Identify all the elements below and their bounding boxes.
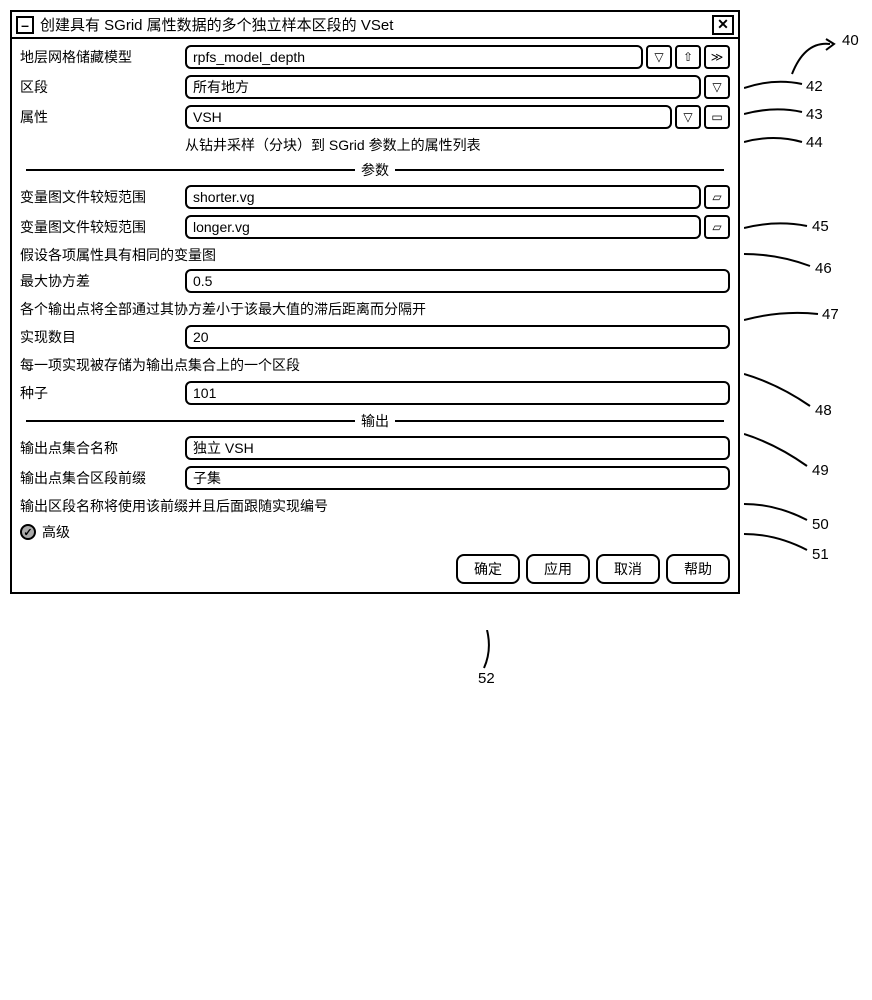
dropdown-icon[interactable]: ▽ xyxy=(675,105,701,129)
ref-44: 44 xyxy=(806,134,823,151)
realization-count-label: 实现数目 xyxy=(20,327,185,347)
close-icon[interactable]: ✕ xyxy=(712,15,734,35)
output-name-label: 输出点集合名称 xyxy=(20,438,185,458)
ref-43: 43 xyxy=(806,106,823,123)
output-section-title: 输出 xyxy=(361,411,389,431)
ref-49: 49 xyxy=(812,462,829,479)
max-covar-field[interactable]: 0.5 xyxy=(185,269,730,293)
minimize-icon[interactable]: – xyxy=(16,16,34,34)
vario-short-label: 变量图文件较短范围 xyxy=(20,187,185,207)
vario-long-label: 变量图文件较短范围 xyxy=(20,217,185,237)
cancel-button[interactable]: 取消 xyxy=(596,554,660,584)
params-section-title: 参数 xyxy=(361,160,389,180)
segment-field[interactable]: 所有地方 xyxy=(185,75,701,99)
help-button[interactable]: 帮助 xyxy=(666,554,730,584)
ref-51: 51 xyxy=(812,546,829,563)
covar-note: 各个输出点将全部通过其协方差小于该最大值的滞后距离而分隔开 xyxy=(20,299,730,319)
reservoir-model-field[interactable]: rpfs_model_depth xyxy=(185,45,643,69)
ref-50: 50 xyxy=(812,516,829,533)
titlebar: – 创建具有 SGrid 属性数据的多个独立样本区段的 VSet ✕ xyxy=(12,12,738,39)
ref-48: 48 xyxy=(815,402,832,419)
browse-icon[interactable]: ▱ xyxy=(704,215,730,239)
up-arrow-icon[interactable]: ⇧ xyxy=(675,45,701,69)
realization-count-field[interactable]: 20 xyxy=(185,325,730,349)
advanced-toggle-icon[interactable]: ✓ xyxy=(20,524,36,540)
realization-note: 每一项实现被存储为输出点集合上的一个区段 xyxy=(20,355,730,375)
vario-short-field[interactable]: shorter.vg xyxy=(185,185,701,209)
segment-label: 区段 xyxy=(20,77,185,97)
dialog-window: – 创建具有 SGrid 属性数据的多个独立样本区段的 VSet ✕ 地层网格储… xyxy=(10,10,740,594)
property-label: 属性 xyxy=(20,107,185,127)
button-row: 确定 应用 取消 帮助 xyxy=(12,548,738,592)
vario-caption: 假设各项属性具有相同的变量图 xyxy=(20,245,730,265)
output-prefix-label: 输出点集合区段前缀 xyxy=(20,468,185,488)
vario-long-field[interactable]: longer.vg xyxy=(185,215,701,239)
ref-45: 45 xyxy=(812,218,829,235)
property-caption: 从钻井采样（分块）到 SGrid 参数上的属性列表 xyxy=(185,135,730,155)
dropdown-icon[interactable]: ▽ xyxy=(704,75,730,99)
seed-field[interactable]: 101 xyxy=(185,381,730,405)
output-name-field[interactable]: 独立 VSH xyxy=(185,436,730,460)
ref-42: 42 xyxy=(806,78,823,95)
reservoir-model-label: 地层网格储藏模型 xyxy=(20,47,185,67)
window-title: 创建具有 SGrid 属性数据的多个独立样本区段的 VSet xyxy=(40,14,712,35)
advanced-label: 高级 xyxy=(42,522,70,542)
ok-button[interactable]: 确定 xyxy=(456,554,520,584)
list-icon[interactable]: ▭ xyxy=(704,105,730,129)
browse-icon[interactable]: ▱ xyxy=(704,185,730,209)
output-prefix-field[interactable]: 子集 xyxy=(185,466,730,490)
seed-label: 种子 xyxy=(20,383,185,403)
apply-button[interactable]: 应用 xyxy=(526,554,590,584)
ref-47: 47 xyxy=(822,306,839,323)
property-field[interactable]: VSH xyxy=(185,105,672,129)
dialog-body: 地层网格储藏模型 rpfs_model_depth ▽ ⇧ ≫ 区段 所有地方 … xyxy=(12,39,738,548)
max-covar-label: 最大协方差 xyxy=(20,271,185,291)
ref-40: 40 xyxy=(842,32,859,49)
ref-52: 52 xyxy=(478,670,495,687)
output-caption: 输出区段名称将使用该前缀并且后面跟随实现编号 xyxy=(20,496,730,516)
dropdown-icon[interactable]: ▽ xyxy=(646,45,672,69)
ref-46: 46 xyxy=(815,260,832,277)
expand-icon[interactable]: ≫ xyxy=(704,45,730,69)
